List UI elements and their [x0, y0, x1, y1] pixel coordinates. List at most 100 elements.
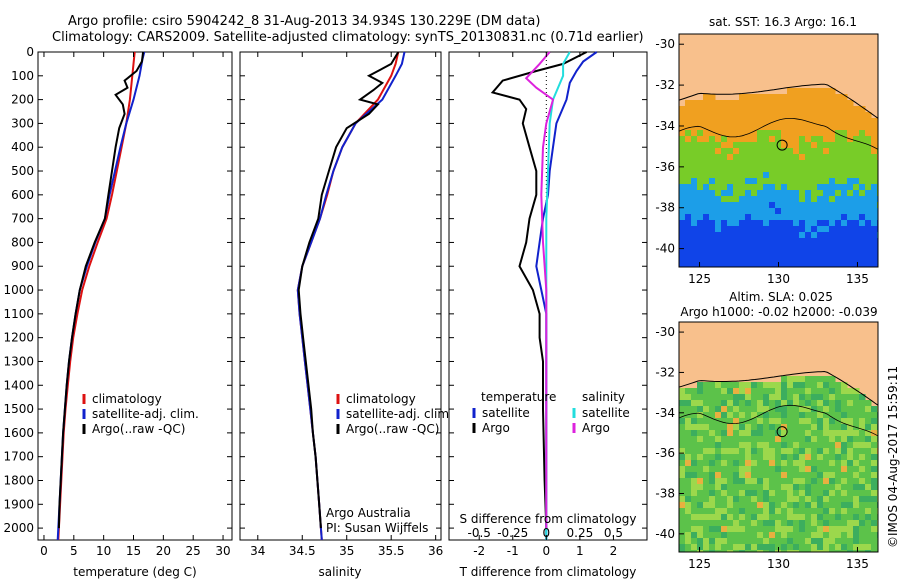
map-cell [763, 118, 770, 125]
map-cell [745, 142, 752, 149]
map-cell [763, 166, 770, 173]
map-cell [709, 238, 716, 245]
map-cell [769, 262, 776, 267]
map-cell [811, 118, 818, 125]
map-cell [781, 172, 788, 179]
map-cell [817, 232, 824, 239]
map-cell [853, 226, 860, 233]
map-cell [793, 520, 800, 527]
map-cell [793, 514, 800, 521]
map-cell [727, 184, 734, 191]
series-argo-raw-qc- [57, 51, 145, 529]
map-cell [685, 262, 692, 267]
map-cell [721, 508, 728, 515]
x-tick-label: 1 [576, 544, 584, 558]
map-cell [775, 394, 782, 401]
map-cell [721, 490, 728, 497]
map-cell [721, 202, 728, 209]
map-cell [859, 502, 866, 509]
map-cell [745, 514, 752, 521]
map-cell [733, 232, 740, 239]
map-cell [823, 106, 830, 113]
map-cell [817, 130, 824, 137]
map-cell [841, 538, 848, 545]
map-cell [685, 448, 692, 455]
x-tick-label: 130 [767, 557, 790, 571]
map-cell [679, 154, 686, 161]
map-cell [685, 148, 692, 155]
map-cell [727, 538, 734, 545]
map-cell [781, 184, 788, 191]
map-cell [685, 202, 692, 209]
map-cell [727, 232, 734, 239]
map-cell [733, 544, 740, 551]
map-cell [757, 532, 764, 539]
map-cell [799, 214, 806, 221]
map-cell [691, 418, 698, 425]
map-cell [745, 250, 752, 257]
map-cell [757, 538, 764, 545]
map-cell [679, 508, 686, 515]
map-cell [679, 538, 686, 545]
map-cell [781, 508, 788, 515]
map-cell [733, 508, 740, 515]
map-cell [799, 196, 806, 203]
map-cell [805, 238, 812, 245]
map-cell [799, 190, 806, 197]
map-cell [799, 172, 806, 179]
map-cell [679, 178, 686, 185]
map-cell [799, 532, 806, 539]
map-cell [781, 418, 788, 425]
map-cell [679, 256, 686, 263]
map-cell [841, 442, 848, 449]
depth-tick-label: 300 [11, 116, 34, 130]
map-cell [709, 136, 716, 143]
map-cell [763, 226, 770, 233]
map-cell [703, 196, 710, 203]
map-cell [709, 154, 716, 161]
map-cell [865, 544, 872, 551]
map-cell [679, 406, 686, 413]
map-cell [721, 106, 728, 113]
map-cell [751, 406, 758, 413]
map-cell [697, 388, 704, 395]
map-cell [775, 250, 782, 257]
map-cell [829, 106, 836, 113]
map-cell [787, 244, 794, 251]
map-cell [781, 220, 788, 227]
map-cell [829, 238, 836, 245]
map-cell [727, 520, 734, 527]
x-tick-label: 125 [688, 272, 711, 286]
map-cell [769, 130, 776, 137]
map-cell [775, 532, 782, 539]
map-cell [799, 496, 806, 503]
map-cell [703, 484, 710, 491]
map-cell [721, 196, 728, 203]
map-cell [781, 244, 788, 251]
panel-frame [37, 51, 233, 541]
map-cell [805, 532, 812, 539]
map-cell [769, 514, 776, 521]
map-cell [847, 502, 854, 509]
map-cell [865, 430, 872, 437]
map-cell [859, 406, 866, 413]
map-cell [841, 514, 848, 521]
map-cell [799, 388, 806, 395]
map-cell [769, 394, 776, 401]
map-cell [697, 466, 704, 473]
map-cell [811, 148, 818, 155]
map-cell [787, 178, 794, 185]
map-cell [715, 460, 722, 467]
map-cell [769, 388, 776, 395]
map-cell [757, 244, 764, 251]
map-cell [715, 442, 722, 449]
map-cell [811, 136, 818, 143]
map-cell [721, 418, 728, 425]
map-cell [697, 406, 704, 413]
map-cell [697, 226, 704, 233]
map-cell [727, 202, 734, 209]
map-cell [679, 430, 686, 437]
map-cell [811, 112, 818, 119]
map-cell [763, 412, 770, 419]
map-cell [751, 442, 758, 449]
